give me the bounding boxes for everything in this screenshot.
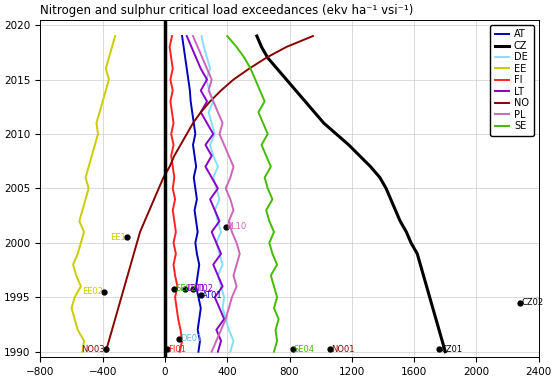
Text: DE01: DE01 [180,334,202,343]
Text: FI01: FI01 [168,345,186,354]
Legend: AT, CZ, DE, EE, FI, LT, NO, PL, SE: AT, CZ, DE, EE, FI, LT, NO, PL, SE [490,25,534,136]
Text: AT01: AT01 [202,291,222,299]
Text: PL10: PL10 [226,222,247,231]
Text: CZ02: CZ02 [522,298,543,307]
Text: NO03: NO03 [81,345,105,354]
Text: LT01: LT01 [186,284,206,293]
Text: NO01: NO01 [331,345,355,354]
Text: EE02: EE02 [82,287,103,296]
Text: Nitrogen and sulphur critical load exceedances (ekv ha⁻¹ vsi⁻¹): Nitrogen and sulphur critical load excee… [41,4,414,17]
Text: LT02: LT02 [194,284,214,293]
Text: SE04: SE04 [294,345,315,354]
Text: CZ01: CZ01 [440,345,463,354]
Text: EE1: EE1 [110,233,126,242]
Text: SE82: SE82 [176,284,197,293]
